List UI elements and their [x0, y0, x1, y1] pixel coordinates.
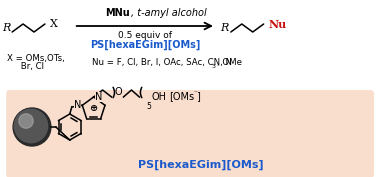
Text: 0.5 equiv of: 0.5 equiv of — [118, 31, 172, 40]
Circle shape — [13, 108, 51, 146]
Text: X: X — [50, 19, 58, 29]
Text: R: R — [220, 23, 229, 33]
FancyBboxPatch shape — [6, 90, 374, 177]
Text: [OMs: [OMs — [169, 91, 194, 101]
Text: 5: 5 — [146, 102, 151, 111]
Text: 3: 3 — [212, 64, 216, 68]
Text: O: O — [115, 87, 122, 97]
Circle shape — [14, 109, 48, 143]
Text: Nu = F, Cl, Br, I, OAc, SAc, CN, N: Nu = F, Cl, Br, I, OAc, SAc, CN, N — [91, 59, 232, 67]
Text: X = OMs,OTs,: X = OMs,OTs, — [7, 55, 65, 64]
Text: ⊕: ⊕ — [90, 103, 98, 113]
Text: ]: ] — [196, 91, 200, 101]
Text: MNu: MNu — [105, 8, 130, 18]
Text: R: R — [2, 23, 10, 33]
Text: Br, Cl: Br, Cl — [7, 62, 44, 72]
Circle shape — [19, 114, 33, 128]
Text: ⁻: ⁻ — [193, 88, 197, 98]
Text: Nu: Nu — [269, 19, 287, 30]
Text: N: N — [74, 100, 81, 110]
Text: OH: OH — [151, 92, 166, 102]
Text: N: N — [94, 92, 102, 101]
Text: , t-amyl alcohol: , t-amyl alcohol — [131, 8, 207, 18]
Text: PS[hexaEGim][OMs]: PS[hexaEGim][OMs] — [90, 40, 200, 50]
Text: PS[hexaEGim][OMs]: PS[hexaEGim][OMs] — [138, 160, 264, 170]
Text: , OMe: , OMe — [217, 59, 242, 67]
